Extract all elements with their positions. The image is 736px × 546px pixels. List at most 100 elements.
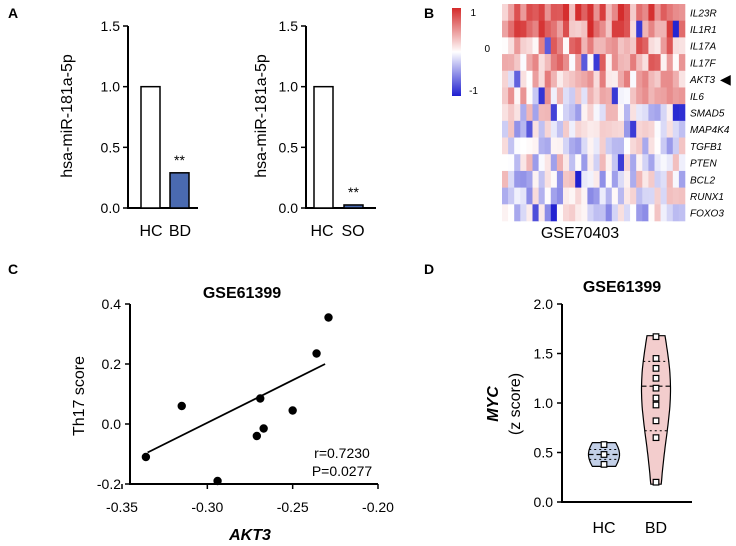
c-fit-line xyxy=(147,363,326,454)
heatmap-cell xyxy=(520,37,527,55)
heatmap-colorbar xyxy=(452,8,461,96)
heatmap-cell xyxy=(526,4,533,21)
heatmap-cell xyxy=(556,20,564,38)
d-ytick-label: 1.0 xyxy=(534,395,554,411)
heatmap-cell xyxy=(532,104,539,122)
heatmap-cell xyxy=(654,187,661,205)
heatmap-cell xyxy=(587,20,594,38)
heatmap-cell xyxy=(624,120,631,138)
heatmap-cell xyxy=(508,104,515,122)
heatmap-cell xyxy=(556,104,564,122)
heatmap-cell xyxy=(587,170,594,188)
heatmap-cell xyxy=(569,170,576,188)
heatmap-cell xyxy=(605,20,613,38)
heatmap-cell xyxy=(678,137,686,155)
heatmap-cell xyxy=(642,170,649,188)
heatmap-cell xyxy=(538,54,545,72)
heatmap-cell xyxy=(605,187,613,205)
heatmap-cell xyxy=(556,87,564,105)
heatmap-cell xyxy=(654,137,661,155)
heatmap-cell xyxy=(526,120,533,138)
heatmap-row-smad5 xyxy=(502,104,686,122)
heatmap-cell xyxy=(538,187,545,205)
panel-label-b: B xyxy=(424,5,434,21)
heatmap-cell xyxy=(666,4,674,21)
heatmap-cell xyxy=(569,37,576,55)
heatmap-cell xyxy=(575,170,582,188)
heatmap-cell xyxy=(569,187,576,205)
heatmap-cell xyxy=(672,187,680,205)
heatmap-cell xyxy=(587,120,594,138)
heatmap-cell xyxy=(599,37,606,55)
heatmap-cell xyxy=(666,20,674,38)
heatmap-cell xyxy=(611,187,619,205)
heatmap-cell xyxy=(581,70,588,88)
heatmap-cell xyxy=(563,204,570,222)
heatmap-cell xyxy=(630,54,637,72)
heatmap-cell xyxy=(617,137,625,155)
heatmap-cell xyxy=(575,70,582,88)
panel-label-a: A xyxy=(8,5,18,21)
heatmap-cell xyxy=(538,104,545,122)
heatmap-cell xyxy=(605,104,613,122)
heatmap-cell xyxy=(648,187,655,205)
heatmap-cell xyxy=(617,4,625,21)
a1-ytick-label: 0.0 xyxy=(101,200,121,216)
heatmap-cell xyxy=(660,170,667,188)
heatmap-cell xyxy=(599,137,606,155)
d-violin-group-bd xyxy=(640,333,672,486)
heatmap-cell xyxy=(617,104,625,122)
heatmap-cell xyxy=(550,137,558,155)
c-point xyxy=(252,431,262,441)
heatmap-cell xyxy=(611,204,619,222)
d-point xyxy=(600,451,608,458)
heatmap-cell xyxy=(617,187,625,205)
heatmap-cell xyxy=(556,4,564,21)
heatmap-cell xyxy=(593,104,600,122)
heatmap-cell xyxy=(520,87,527,105)
heatmap-cell xyxy=(593,37,600,55)
heatmap-cell xyxy=(514,70,521,88)
heatmap-cell xyxy=(654,104,661,122)
heatmap-cell xyxy=(514,154,521,172)
heatmap-cell xyxy=(544,37,552,55)
d-point xyxy=(652,417,660,425)
heatmap-cell xyxy=(642,70,649,88)
heatmap-cell xyxy=(563,154,570,172)
heatmap-cell xyxy=(660,137,667,155)
heatmap-row-label: IL1R1 xyxy=(690,25,717,36)
heatmap-cell xyxy=(575,120,582,138)
heatmap-cell xyxy=(563,104,570,122)
heatmap-cell xyxy=(520,170,527,188)
heatmap-cell xyxy=(636,4,643,21)
c-ytick-label: 0.0 xyxy=(102,416,122,432)
heatmap-cell xyxy=(630,70,637,88)
heatmap-cell xyxy=(508,87,515,105)
heatmap-cell xyxy=(502,54,509,72)
heatmap-cell xyxy=(563,170,570,188)
heatmap-cell xyxy=(514,37,521,55)
heatmap-cell xyxy=(514,54,521,72)
heatmap-cell xyxy=(575,37,582,55)
heatmap-cell xyxy=(575,204,582,222)
heatmap-row-bcl2 xyxy=(502,170,686,188)
heatmap-cell xyxy=(544,137,552,155)
heatmap-cell xyxy=(617,37,625,55)
heatmap-cell xyxy=(526,70,533,88)
d-point xyxy=(652,434,660,442)
heatmap-cell xyxy=(502,204,509,222)
heatmap-cell xyxy=(563,187,570,205)
heatmap-cell xyxy=(514,120,521,138)
heatmap-row-il23r xyxy=(502,4,686,21)
c-xtick-label: -0.20 xyxy=(362,499,394,515)
heatmap-cell xyxy=(575,137,582,155)
heatmap-cell xyxy=(569,4,576,21)
heatmap-cell xyxy=(666,170,674,188)
heatmap-cell xyxy=(630,4,637,21)
heatmap-cell xyxy=(648,54,655,72)
heatmap-cell xyxy=(502,20,509,38)
heatmap-cell xyxy=(575,20,582,38)
heatmap-cell xyxy=(544,187,552,205)
heatmap-cell xyxy=(593,154,600,172)
heatmap-cell xyxy=(630,187,637,205)
